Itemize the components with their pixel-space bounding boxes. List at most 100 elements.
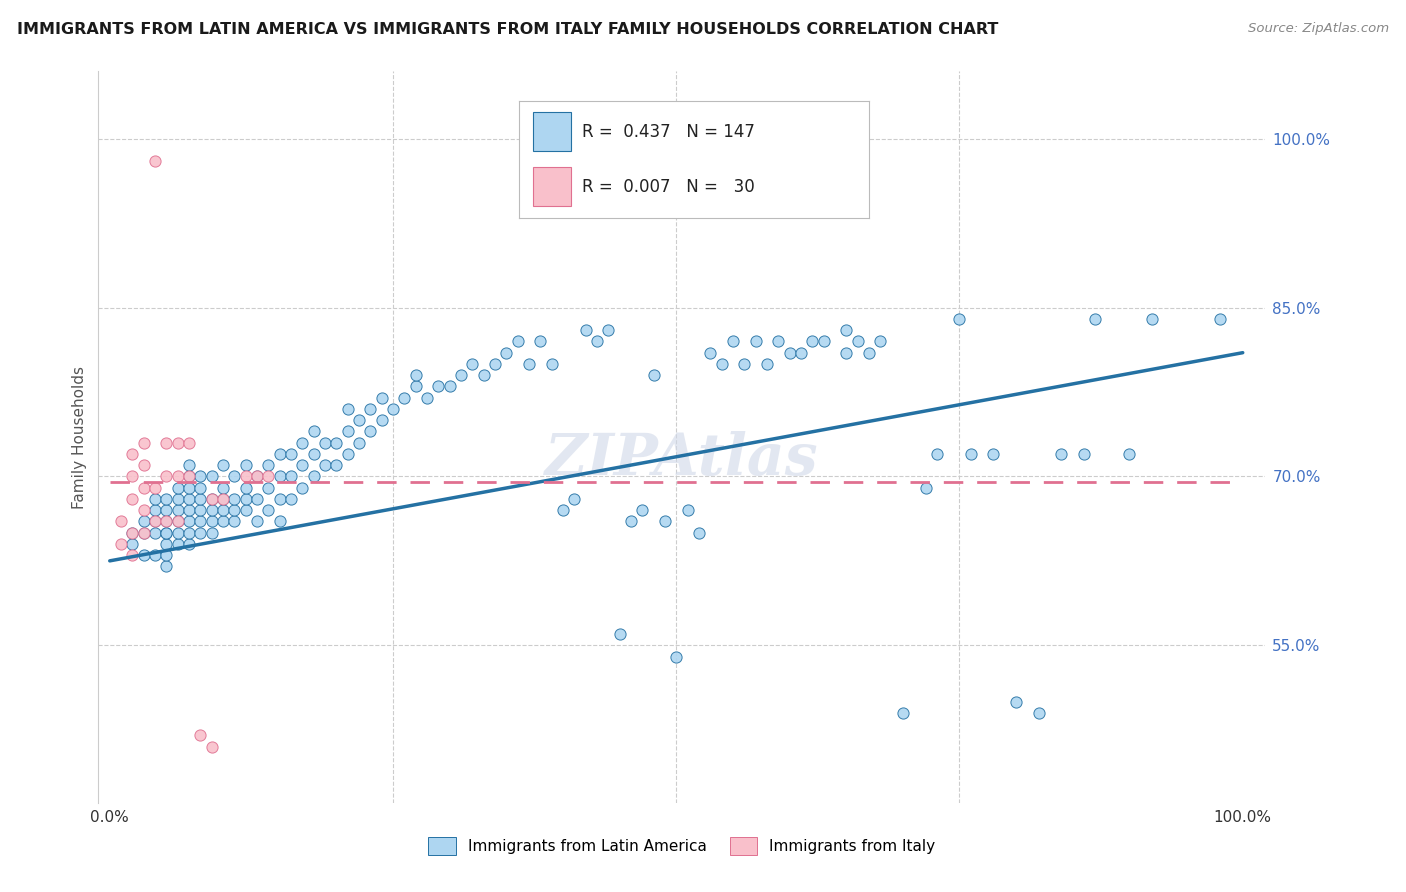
- Point: [813, 334, 835, 349]
- Point: [983, 447, 1005, 461]
- Point: [654, 515, 676, 529]
- Point: [132, 515, 155, 529]
- Point: [1118, 447, 1140, 461]
- Point: [676, 503, 699, 517]
- Point: [121, 469, 143, 483]
- Point: [212, 503, 235, 517]
- Point: [246, 469, 269, 483]
- Point: [688, 525, 710, 540]
- Point: [495, 345, 517, 359]
- Point: [302, 447, 325, 461]
- Point: [143, 548, 166, 562]
- Point: [790, 345, 813, 359]
- Point: [1209, 312, 1232, 326]
- Point: [143, 491, 166, 506]
- Point: [132, 525, 155, 540]
- Point: [598, 323, 620, 337]
- Point: [779, 345, 801, 359]
- Point: [257, 503, 280, 517]
- Point: [370, 391, 392, 405]
- Point: [370, 413, 392, 427]
- Point: [257, 469, 280, 483]
- Point: [914, 481, 936, 495]
- Point: [190, 525, 212, 540]
- Point: [257, 458, 280, 473]
- Point: [382, 401, 405, 416]
- Point: [551, 503, 574, 517]
- Point: [291, 458, 314, 473]
- Point: [190, 491, 212, 506]
- Point: [1028, 706, 1050, 720]
- Point: [1084, 312, 1107, 326]
- Point: [744, 334, 766, 349]
- Point: [121, 447, 143, 461]
- Point: [121, 548, 143, 562]
- Point: [359, 401, 381, 416]
- Point: [190, 515, 212, 529]
- Point: [269, 515, 291, 529]
- Point: [291, 481, 314, 495]
- Point: [461, 357, 484, 371]
- Point: [190, 481, 212, 495]
- Point: [733, 357, 755, 371]
- Point: [484, 357, 506, 371]
- Point: [609, 627, 631, 641]
- Point: [766, 334, 789, 349]
- Point: [177, 525, 200, 540]
- Point: [155, 559, 177, 574]
- Point: [110, 515, 132, 529]
- Point: [166, 491, 188, 506]
- Point: [325, 458, 347, 473]
- Point: [166, 537, 188, 551]
- Point: [517, 357, 540, 371]
- Point: [540, 357, 562, 371]
- Point: [155, 435, 177, 450]
- Point: [155, 491, 177, 506]
- Point: [1005, 694, 1028, 708]
- Point: [439, 379, 461, 393]
- Point: [224, 491, 246, 506]
- Point: [201, 503, 224, 517]
- Point: [166, 435, 188, 450]
- Point: [155, 548, 177, 562]
- Point: [235, 469, 257, 483]
- Point: [586, 334, 609, 349]
- Point: [450, 368, 472, 383]
- Point: [291, 435, 314, 450]
- Point: [325, 435, 347, 450]
- Point: [472, 368, 495, 383]
- Point: [257, 481, 280, 495]
- Point: [143, 503, 166, 517]
- Point: [314, 458, 336, 473]
- Point: [177, 537, 200, 551]
- Point: [201, 469, 224, 483]
- Point: [121, 537, 143, 551]
- Point: [959, 447, 981, 461]
- Point: [302, 469, 325, 483]
- Point: [529, 334, 551, 349]
- Point: [155, 515, 177, 529]
- Point: [235, 503, 257, 517]
- Point: [631, 503, 654, 517]
- Point: [177, 503, 200, 517]
- Point: [143, 525, 166, 540]
- Point: [835, 345, 858, 359]
- Point: [132, 548, 155, 562]
- Point: [177, 515, 200, 529]
- Point: [190, 503, 212, 517]
- Point: [269, 447, 291, 461]
- Point: [121, 525, 143, 540]
- Point: [643, 368, 665, 383]
- Point: [177, 469, 200, 483]
- Point: [121, 491, 143, 506]
- Point: [302, 425, 325, 439]
- Point: [280, 491, 302, 506]
- Point: [224, 503, 246, 517]
- Text: ZIPAtlas: ZIPAtlas: [546, 431, 818, 487]
- Point: [347, 413, 370, 427]
- Point: [575, 323, 598, 337]
- Point: [246, 469, 269, 483]
- Point: [948, 312, 970, 326]
- Point: [336, 425, 359, 439]
- Legend: Immigrants from Latin America, Immigrants from Italy: Immigrants from Latin America, Immigrant…: [422, 831, 942, 861]
